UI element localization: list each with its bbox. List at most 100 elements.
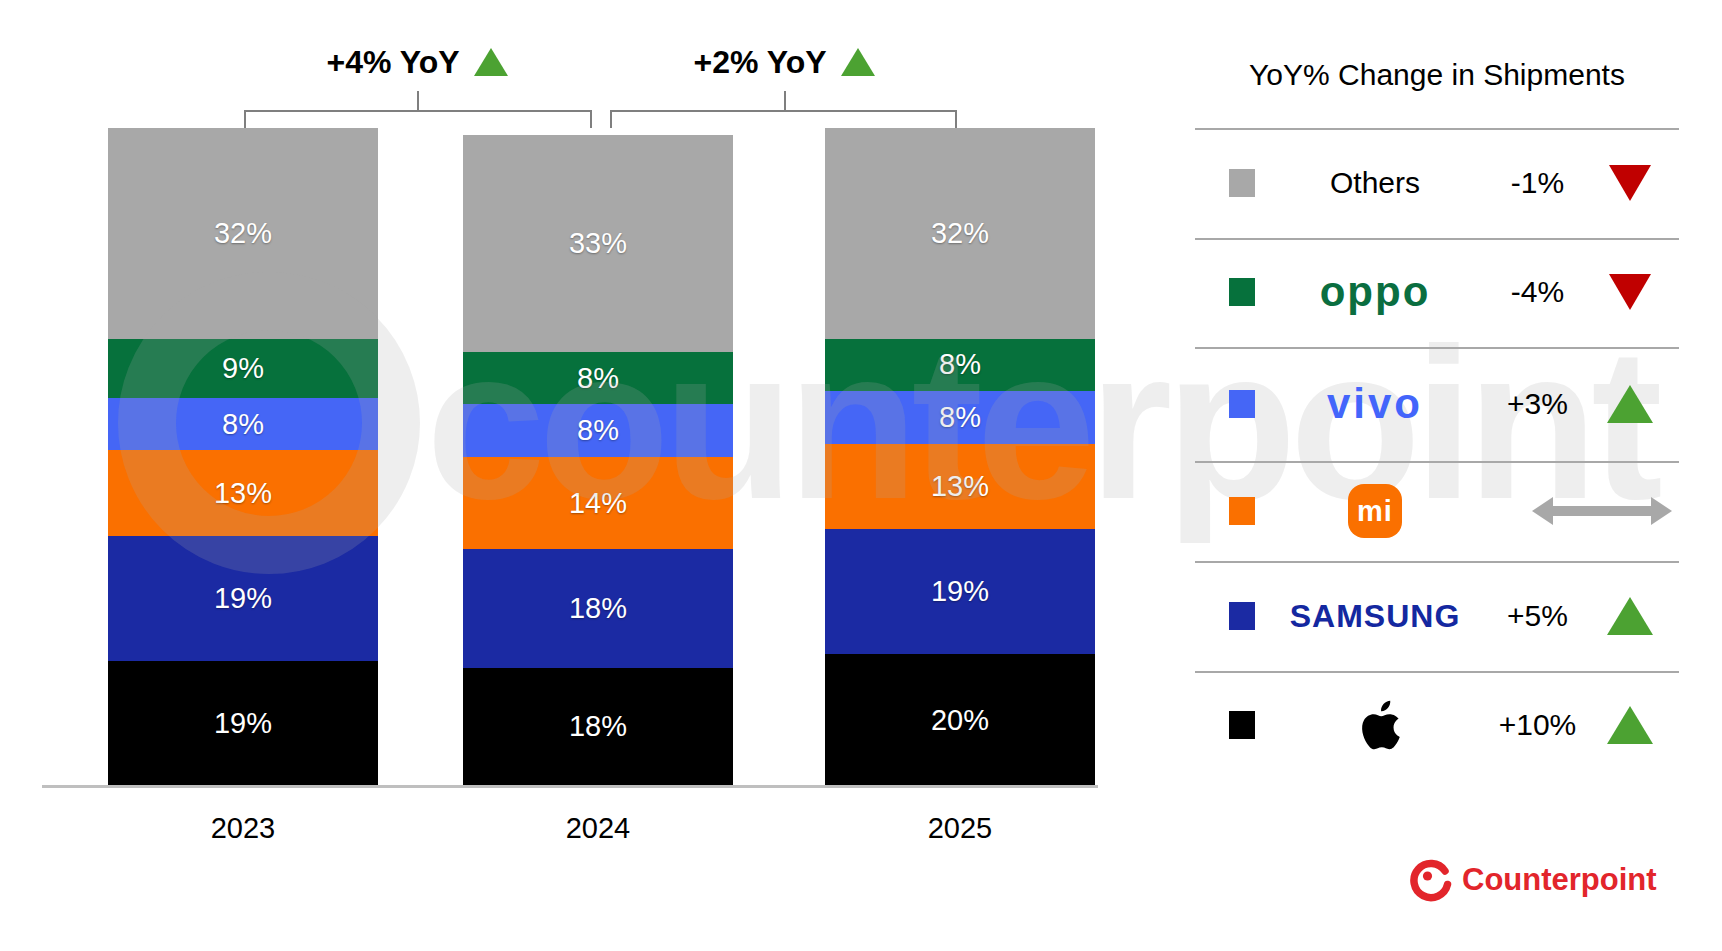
bar-segment-xiaomi-2023: 13% [108,450,378,536]
legend-row-xiaomi: mi [1195,456,1679,566]
bar-2023: 32% 9% 8% 13% 19% 19% [108,128,378,786]
legend-row-oppo: oppo -4% [1195,237,1679,347]
flat-double-arrow-icon [1532,497,1672,525]
bar-segment-samsung-2023: 19% [108,536,378,661]
bar-segment-others-2024: 33% [463,135,733,352]
legend-swatch-apple [1229,711,1255,739]
legend-swatch-xiaomi [1229,497,1255,525]
legend-swatch-others [1229,169,1255,197]
xiaomi-mi-logo-icon: mi [1348,484,1402,538]
bar-segment-xiaomi-2025: 13% [825,444,1095,530]
bar-segment-value: 19% [214,582,272,615]
flat-arrow-right-head [1651,497,1672,525]
bar-segment-value: 8% [577,362,619,395]
x-axis-label-2024: 2024 [488,812,708,845]
down-triangle-icon [1609,165,1651,201]
legend-arrow-cell [1580,497,1679,525]
yoy-annotation-label: +4% YoY [326,44,459,81]
legend-change-samsung: +5% [1495,599,1580,633]
bar-segment-value: 14% [569,487,627,520]
brand-logo-samsung: SAMSUNG [1255,598,1495,635]
legend-change-apple: +10% [1495,708,1580,742]
bar-segment-oppo-2023: 9% [108,339,378,398]
yoy-bracket-2023-2024 [244,110,592,128]
bar-segment-vivo-2025: 8% [825,391,1095,444]
bar-segment-value: 32% [931,217,989,250]
others-logo-text: Others [1330,166,1420,200]
yoy-bracket-2024-2025 [610,110,957,128]
bar-segment-xiaomi-2024: 14% [463,457,733,549]
counterpoint-mark-icon [1408,858,1452,902]
legend-arrow-cell [1580,597,1679,635]
bar-segment-vivo-2024: 8% [463,404,733,457]
bar-segment-value: 32% [214,217,272,250]
legend-arrow-cell [1580,274,1679,310]
brand-logo-apple [1255,696,1495,754]
bar-segment-value: 8% [939,401,981,434]
bar-segment-value: 8% [939,348,981,381]
up-triangle-icon [474,48,508,76]
brand-logo-vivo: vivo [1255,380,1495,428]
x-axis-line [42,785,1098,788]
counterpoint-logo: Counterpoint [1408,858,1657,902]
yoy-bracket-stub [784,91,786,111]
up-triangle-icon [1607,706,1653,744]
legend-change-others: -1% [1495,166,1580,200]
up-triangle-icon [1607,597,1653,635]
legend-arrow-cell [1580,165,1679,201]
legend-title: YoY% Change in Shipments [1195,58,1679,92]
brand-logo-xiaomi: mi [1255,484,1495,538]
chart-page: counterpoint 32%9%8%13%19%19%202333%8%8%… [0,0,1722,951]
bar-segment-oppo-2024: 8% [463,352,733,405]
x-axis-label-2023: 2023 [133,812,353,845]
legend-row-apple: +10% [1195,670,1679,780]
legend-row-samsung: SAMSUNG +5% [1195,561,1679,671]
legend-row-vivo: vivo +3% [1195,349,1679,459]
bar-segment-value: 19% [931,575,989,608]
bar-segment-others-2023: 32% [108,128,378,339]
up-triangle-icon [841,48,875,76]
up-triangle-icon [1607,385,1653,423]
bar-segment-oppo-2025: 8% [825,339,1095,392]
legend-arrow-cell [1580,706,1679,744]
bar-segment-value: 13% [214,477,272,510]
yoy-annotation-2024-2025: +2% YoY [574,40,994,84]
bar-segment-value: 20% [931,704,989,737]
legend-swatch-oppo [1229,278,1255,306]
bar-segment-vivo-2023: 8% [108,398,378,451]
legend-change-oppo: -4% [1495,275,1580,309]
bar-2024: 33% 8% 8% 14% 18% 18% [463,135,733,786]
bar-segment-others-2025: 32% [825,128,1095,339]
bar-segment-value: 8% [222,408,264,441]
bar-segment-value: 13% [931,470,989,503]
bar-segment-value: 8% [577,414,619,447]
oppo-logo-text: oppo [1320,268,1431,316]
bar-segment-value: 19% [214,707,272,740]
yoy-annotation-label: +2% YoY [693,44,826,81]
x-axis-label-2025: 2025 [850,812,1070,845]
legend-row-others: Others -1% [1195,128,1679,238]
counterpoint-logo-text: Counterpoint [1462,862,1657,898]
legend-arrow-cell [1580,385,1679,423]
bar-segment-value: 18% [569,592,627,625]
bar-segment-value: 33% [569,227,627,260]
down-triangle-icon [1609,274,1651,310]
bar-segment-samsung-2025: 19% [825,529,1095,654]
vivo-logo-text: vivo [1327,380,1423,428]
bar-segment-apple-2025: 20% [825,654,1095,786]
samsung-logo-text: SAMSUNG [1290,598,1461,635]
legend-swatch-samsung [1229,602,1255,630]
bar-segment-value: 18% [569,710,627,743]
bar-segment-value: 9% [222,352,264,385]
legend-change-vivo: +3% [1495,387,1580,421]
legend-swatch-vivo [1229,390,1255,418]
apple-logo-icon [1350,696,1400,754]
bar-segment-samsung-2024: 18% [463,549,733,667]
bar-segment-apple-2024: 18% [463,668,733,786]
bar-2025: 32% 8% 8% 13% 19% 20% [825,128,1095,786]
flat-arrow-shaft [1548,506,1656,516]
flat-arrow-left-head [1532,497,1553,525]
yoy-annotation-2023-2024: +4% YoY [207,40,627,84]
brand-logo-others: Others [1255,166,1495,200]
bar-segment-apple-2023: 19% [108,661,378,786]
